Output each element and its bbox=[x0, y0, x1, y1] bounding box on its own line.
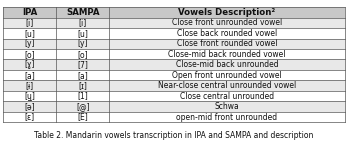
Bar bbox=[3, 80, 56, 91]
Text: [7]: [7] bbox=[77, 60, 88, 69]
Bar bbox=[56, 7, 109, 18]
Text: [i]: [i] bbox=[79, 18, 87, 27]
Text: [ə]: [ə] bbox=[25, 102, 35, 111]
Text: Schwa: Schwa bbox=[214, 102, 239, 111]
Text: Close front unrounded vowel: Close front unrounded vowel bbox=[172, 18, 282, 27]
Bar bbox=[3, 91, 56, 101]
Bar bbox=[109, 80, 345, 91]
Text: Close central unrounded: Close central unrounded bbox=[180, 92, 274, 101]
Text: [o]: [o] bbox=[25, 50, 35, 59]
Bar bbox=[109, 49, 345, 59]
Bar bbox=[109, 18, 345, 28]
Text: [a]: [a] bbox=[77, 71, 88, 80]
Text: [E]: [E] bbox=[77, 113, 88, 122]
Text: [ɛ]: [ɛ] bbox=[25, 113, 35, 122]
Bar bbox=[109, 59, 345, 70]
Text: IPA: IPA bbox=[22, 8, 38, 17]
Text: open-mid front unrounded: open-mid front unrounded bbox=[176, 113, 277, 122]
Bar bbox=[3, 28, 56, 39]
Bar bbox=[3, 18, 56, 28]
Text: [u]: [u] bbox=[24, 29, 35, 38]
Bar bbox=[56, 101, 109, 112]
Bar bbox=[109, 112, 345, 122]
Bar bbox=[56, 18, 109, 28]
Text: [@]: [@] bbox=[76, 102, 89, 111]
Text: [y]: [y] bbox=[25, 39, 35, 48]
Bar bbox=[3, 101, 56, 112]
Bar bbox=[56, 49, 109, 59]
Text: Open front unrounded vowel: Open front unrounded vowel bbox=[172, 71, 282, 80]
Text: [i]: [i] bbox=[26, 18, 34, 27]
Text: Near-close central unrounded vowel: Near-close central unrounded vowel bbox=[158, 81, 296, 90]
Bar bbox=[109, 70, 345, 80]
Bar bbox=[3, 7, 56, 18]
Bar bbox=[56, 39, 109, 49]
Text: [1]: [1] bbox=[77, 92, 88, 101]
Text: Close back rounded vowel: Close back rounded vowel bbox=[177, 29, 277, 38]
Text: [ɥ̲]: [ɥ̲] bbox=[24, 92, 35, 101]
Bar bbox=[56, 28, 109, 39]
Bar bbox=[3, 39, 56, 49]
Text: [o]: [o] bbox=[78, 50, 88, 59]
Text: [ɪ]: [ɪ] bbox=[78, 81, 87, 90]
Bar bbox=[56, 112, 109, 122]
Text: [ɨ]: [ɨ] bbox=[26, 81, 34, 90]
Bar bbox=[3, 49, 56, 59]
Text: [y]: [y] bbox=[78, 39, 88, 48]
Bar bbox=[3, 59, 56, 70]
Text: Vowels Description²: Vowels Description² bbox=[178, 8, 276, 17]
Text: Close-mid back rounded vowel: Close-mid back rounded vowel bbox=[168, 50, 286, 59]
Text: [u]: [u] bbox=[77, 29, 88, 38]
Text: [a]: [a] bbox=[25, 71, 35, 80]
Bar bbox=[109, 7, 345, 18]
Bar bbox=[56, 59, 109, 70]
Bar bbox=[3, 70, 56, 80]
Text: SAMPA: SAMPA bbox=[66, 8, 100, 17]
Bar bbox=[56, 70, 109, 80]
Bar bbox=[109, 28, 345, 39]
Bar bbox=[109, 91, 345, 101]
Bar bbox=[56, 80, 109, 91]
Bar bbox=[109, 39, 345, 49]
Text: Table 2. Mandarin vowels transcription in IPA and SAMPA and description: Table 2. Mandarin vowels transcription i… bbox=[34, 130, 314, 139]
Text: Close-mid back unrounded: Close-mid back unrounded bbox=[175, 60, 278, 69]
Text: Close front rounded vowel: Close front rounded vowel bbox=[177, 39, 277, 48]
Bar bbox=[3, 112, 56, 122]
Bar bbox=[56, 91, 109, 101]
Text: [ɣ]: [ɣ] bbox=[25, 60, 35, 69]
Bar bbox=[109, 101, 345, 112]
